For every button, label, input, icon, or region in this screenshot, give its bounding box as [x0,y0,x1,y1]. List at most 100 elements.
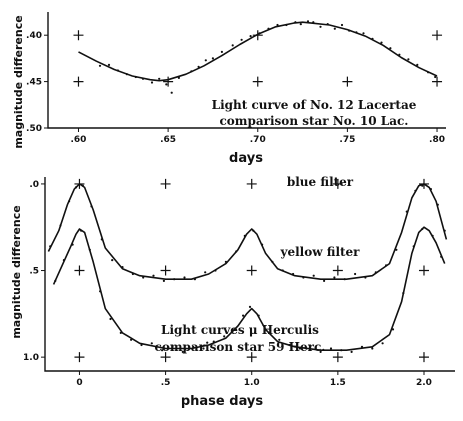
yellow-filter-observation-point [173,278,176,281]
blue-filter-observation-point [257,314,260,317]
herculis-reference-marker [418,352,429,363]
blue-filter-observation-point [402,292,405,295]
lacertae-reference-marker [73,30,84,41]
blue-filter-observation-point [233,328,236,331]
yellow-filter-observation-point [395,248,398,251]
lacertae-observation-point [389,47,392,50]
lacertae-reference-markers [73,30,443,87]
yellow-filter-observation-point [131,272,134,276]
herculis-x-tick-label: 1.5 [330,378,346,388]
herculis-y-tick-label: .0 [29,180,39,190]
herculis-x-tick-label: 2.0 [416,378,432,388]
lacertae-observation-point [258,32,261,35]
lacertae-observation-point [116,69,119,72]
yellow-filter-label: yellow filter [279,245,360,259]
blue-filter-observation-point [267,331,270,334]
lacertae-reference-marker [252,76,263,87]
yellow-filter-observation-point [252,229,255,232]
lacertae-observation-point [294,21,297,24]
lacertae-x-tick-label: .65 [160,135,176,145]
blue-filter-observation-point [140,343,143,347]
blue-filter-observation-point [192,345,195,348]
lacertae-x-axis-label: days [229,151,263,166]
lacertae-observation-point [197,65,200,68]
lacertae-observation-point [285,23,288,27]
lacertae-observation-point [306,20,310,23]
yellow-filter-observation-point [224,260,227,263]
yellow-filter-observation-point [100,238,103,241]
lacertae-observation-point [220,50,223,54]
yellow-filter-observation-point [405,210,408,213]
yellow-filter-observation-point [121,266,124,269]
yellow-filter-observation-point [81,184,84,187]
blue-filter-observation-point [54,279,57,282]
herculis-reference-marker [332,265,343,276]
lacertae-observation-point [204,59,207,62]
yellow-filter-observation-point [343,278,346,281]
blue-filter-observation-point [340,349,343,352]
blue-filter-observation-point [248,305,252,308]
lacertae-observation-point [380,41,383,44]
yellow-filter-observation-point [152,274,155,277]
herculis-y-tick-label: .5 [29,267,39,277]
lacertae-observation-point [107,63,111,66]
lacertae-observation-point [141,77,145,80]
herculis-reference-marker [160,352,171,363]
lacertae-observation-point [125,73,128,76]
herculis-reference-marker [246,352,257,363]
yellow-filter-observation-point [364,276,367,279]
lacertae-axes: .60 .65 .70 .75 .80 .40 .45 .50 [26,12,446,145]
lacertae-observation-point [170,91,173,94]
lacertae-observation-point [355,31,358,34]
herculis-reference-markers [74,178,429,363]
yellow-filter-observation-point [261,243,264,246]
herculis-annotation-line-1: Light curves μ Herculis [161,323,319,337]
yellow-filter-observation-point [142,276,145,279]
lacertae-x-tick-label: .60 [71,135,87,145]
herculis-plot-area [47,183,448,353]
lacertae-observation-point [158,77,161,80]
blue-filter-observation-point [119,331,122,334]
herculis-reference-marker [160,265,171,276]
blue-filter-observation-point [80,229,83,232]
lacertae-y-axis-label: magnitude difference [12,15,25,148]
yellow-filter-observation-point [292,272,295,276]
lacertae-observation-point [326,23,329,26]
lacertae-y-tick-label: .40 [26,31,42,41]
lacertae-reference-marker [163,76,174,87]
lacertae-observation-point [276,23,279,27]
lacertae-observation-point [416,63,419,66]
yellow-filter-observation-point [302,276,305,279]
lacertae-observation-point [299,23,302,26]
blue-filter-observation-point [223,335,226,338]
lacertae-x-tick-label: .80 [429,135,445,145]
lacertae-observation-point [165,83,168,86]
lacertae-observation-point [98,64,102,67]
yellow-filter-observation-point [162,279,165,282]
yellow-filter-observation-point [235,250,238,253]
blue-filter-observation-point [309,345,312,348]
blue-filter-observation-point [181,350,184,353]
blue-filter-observation-point [242,314,245,317]
blue-filter-label: blue filter [287,175,354,189]
blue-filter-observation-point [319,350,322,353]
lacertae-y-tick-label: .50 [26,124,42,134]
lacertae-reference-marker [432,76,443,87]
blue-filter-observation-point [278,338,281,341]
lacertae-annotation-line-2: comparison star No. 10 Lac. [220,114,409,128]
lacertae-observation-point [319,25,322,28]
yellow-filter-observation-point [193,278,196,281]
blue-filter-observation-point [329,347,333,350]
blue-filter-observation-point [71,243,74,246]
blue-filter-observation-point [350,350,353,353]
yellow-filter-observation-point [374,271,377,274]
herculis-reference-marker [332,352,343,363]
herculis-reference-marker [418,265,429,276]
yellow-filter-observation-point [281,269,284,272]
lacertae-observation-point [249,35,252,38]
yellow-filter-observation-point [385,264,388,267]
yellow-filter-observation-point [421,184,424,187]
lacertae-observation-point [231,44,234,47]
herculis-reference-marker [246,265,257,276]
